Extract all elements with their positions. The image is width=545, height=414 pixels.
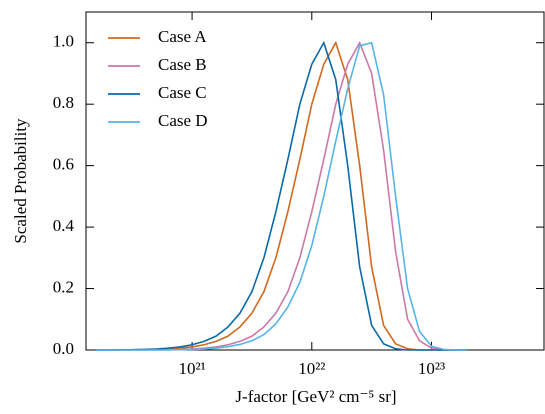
y-tick-label: 0.4: [53, 216, 75, 235]
x-tick-label: 10²²: [298, 359, 325, 378]
legend-label: Case D: [158, 111, 208, 130]
y-tick-label: 0.6: [53, 155, 74, 174]
line-series: [96, 41, 468, 351]
y-tick-label: 1.0: [53, 32, 74, 51]
y-tick-label: 0.2: [53, 277, 74, 296]
legend-label: Case C: [158, 83, 207, 102]
legend-label: Case A: [158, 27, 207, 46]
y-tick-label: 0.0: [53, 339, 74, 358]
plot-frame: [85, 11, 545, 351]
y-axis-label: Scaled Probability: [11, 118, 30, 244]
x-tick-label: 10²³: [418, 359, 445, 378]
x-tick-label: 10²¹: [178, 359, 205, 378]
line-series: [96, 40, 468, 351]
legend-label: Case B: [158, 55, 207, 74]
y-tick-label: 0.8: [53, 93, 74, 112]
x-axis-label: J-factor [GeV² cm⁻⁵ sr]: [235, 387, 396, 406]
